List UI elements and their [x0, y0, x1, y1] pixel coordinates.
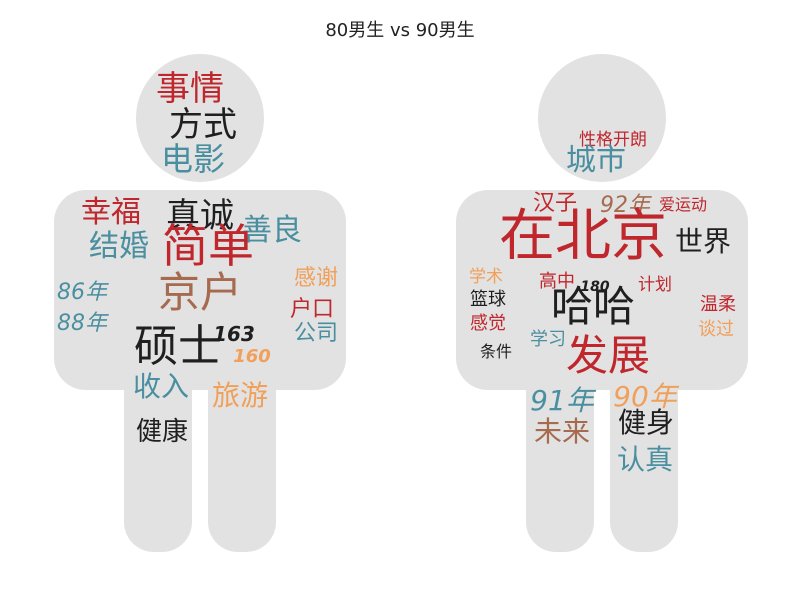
word-label: 简单	[162, 219, 254, 273]
word-label: 学习	[530, 329, 566, 350]
word-label: 温柔	[700, 294, 736, 315]
word-label: 幸福	[81, 195, 141, 230]
silhouette-left-leg	[526, 240, 594, 552]
word-label: 公司	[294, 321, 338, 346]
silhouette-head	[538, 54, 666, 182]
chart-title: 80男生 vs 90男生	[325, 20, 475, 41]
word-label: 发展	[566, 331, 650, 380]
word-label: 88年	[57, 311, 109, 336]
word-label: 结婚	[89, 229, 149, 264]
word-label: 篮球	[470, 289, 506, 310]
word-label: 汉子	[533, 191, 577, 216]
word-label: 真诚	[166, 196, 234, 236]
word-label: 爱运动	[659, 195, 707, 214]
silhouette-80	[54, 54, 346, 552]
word-label: 收入	[133, 370, 189, 403]
word-label: 谈过	[698, 319, 734, 340]
silhouette-90	[456, 54, 748, 552]
word-label: 健康	[136, 417, 188, 447]
word-label: 条件	[480, 342, 512, 361]
word-label: 90年	[613, 380, 680, 413]
word-label: 户口	[290, 297, 334, 322]
word-label: 旅游	[212, 379, 268, 412]
word-label: 城市	[566, 143, 626, 178]
word-label: 180	[580, 279, 609, 295]
word-label: 在北京	[499, 204, 667, 269]
word-label: 事情	[156, 69, 224, 109]
word-label: 高中	[539, 271, 575, 292]
word-label: 京户	[158, 268, 242, 317]
silhouette-head	[136, 54, 264, 182]
word-label: 健身	[618, 406, 674, 439]
word-label: 163	[213, 322, 255, 346]
word-label: 认真	[617, 443, 673, 476]
word-label: 感觉	[470, 313, 506, 334]
word-label: 性格开朗	[579, 130, 647, 150]
word-label: 世界	[675, 225, 731, 258]
word-label: 感谢	[294, 266, 338, 291]
silhouette-right-leg	[208, 240, 276, 552]
silhouette-left-leg	[124, 240, 192, 552]
word-label: 86年	[57, 280, 109, 305]
word-label: 哈哈	[551, 282, 635, 331]
word-label: 计划	[638, 275, 672, 295]
word-label: 方式	[169, 105, 237, 145]
word-label: 善良	[242, 213, 302, 248]
word-label: 未来	[534, 415, 590, 448]
word-label: 92年	[600, 193, 652, 218]
word-label: 160	[233, 346, 271, 367]
silhouette-right-leg	[610, 240, 678, 552]
word-label: 电影	[161, 140, 225, 178]
word-label: 91年	[530, 384, 597, 417]
word-label: 学术	[469, 267, 503, 287]
word-label: 硕士	[134, 321, 222, 372]
